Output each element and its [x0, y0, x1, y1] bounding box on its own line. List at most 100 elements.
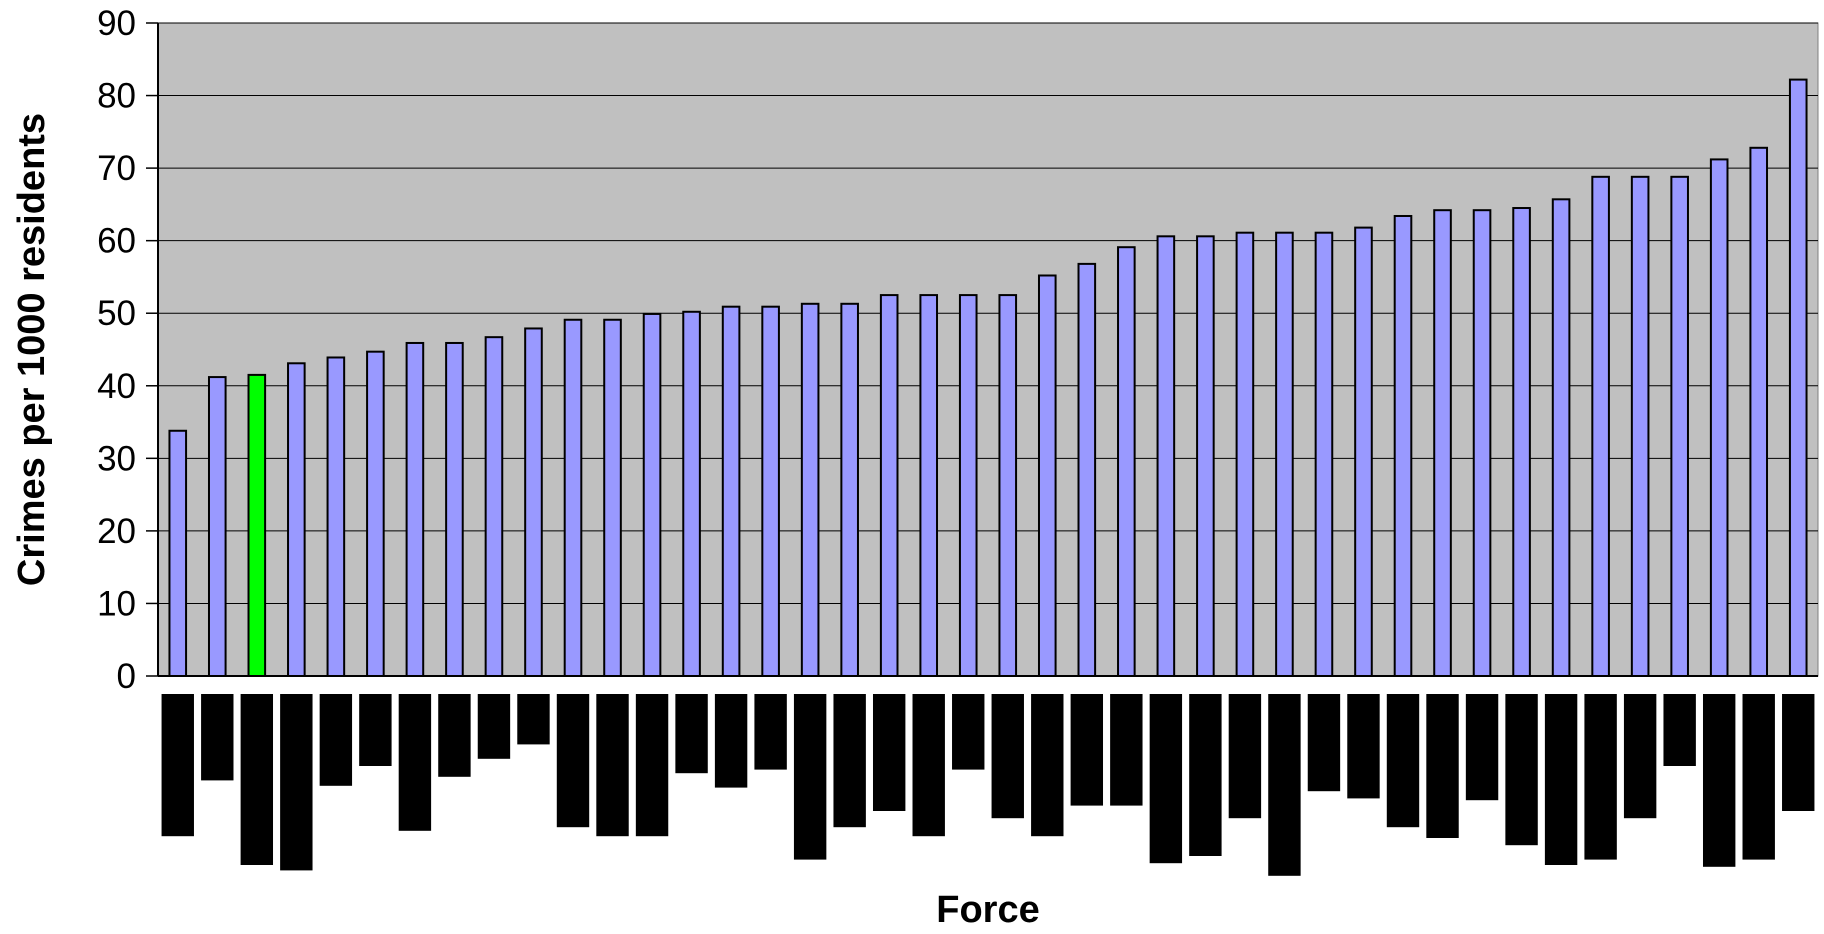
- bar: [1354, 226, 1373, 678]
- plot-area: [157, 22, 1819, 677]
- bar: [761, 305, 780, 677]
- x-category-label-redacted: [912, 694, 945, 837]
- y-axis-ticks: 0 10 20 30 40 50 60 70 80 90: [97, 4, 158, 696]
- y-tick-label: 0: [117, 657, 136, 696]
- y-tick-label: 30: [97, 439, 136, 478]
- gridlines: [158, 22, 1818, 604]
- x-category-label-redacted: [1228, 694, 1262, 819]
- bar: [168, 429, 188, 677]
- x-category-label-redacted: [359, 694, 392, 766]
- x-category-label-redacted: [1426, 694, 1459, 838]
- x-category-label-redacted: [714, 694, 748, 788]
- x-category-label-redacted: [1307, 694, 1341, 792]
- bar: [1670, 175, 1689, 677]
- x-category-label-redacted: [240, 694, 274, 865]
- y-tick-label: 80: [97, 77, 136, 116]
- bar: [1077, 262, 1097, 677]
- y-axis-title: Crimes per 1000 residents: [11, 113, 53, 586]
- bar: [1117, 246, 1136, 678]
- x-category-label-redacted: [1149, 694, 1183, 864]
- bar: [484, 336, 504, 677]
- bar: [1156, 235, 1176, 678]
- x-category-label-redacted: [1268, 694, 1301, 876]
- bar: [1393, 214, 1413, 677]
- bar: [1749, 146, 1769, 678]
- x-category-label-redacted: [161, 694, 194, 837]
- x-category-label-redacted: [1189, 694, 1222, 856]
- bar: [1472, 209, 1492, 677]
- bar: [1314, 231, 1334, 678]
- bar: [682, 310, 701, 677]
- x-category-labels: [161, 694, 1815, 876]
- x-category-label-redacted: [1031, 694, 1064, 837]
- bar: [800, 302, 820, 677]
- x-category-label-redacted: [201, 694, 234, 781]
- bar: [287, 362, 306, 677]
- bar: [326, 356, 346, 677]
- y-tick-label: 40: [97, 367, 136, 406]
- bar: [603, 318, 622, 677]
- bar: [840, 302, 859, 677]
- bar: [642, 312, 662, 677]
- y-tick-label: 90: [97, 4, 136, 43]
- bar: [366, 350, 385, 677]
- x-category-label-redacted: [872, 694, 906, 811]
- bar: [958, 294, 978, 677]
- x-category-label-redacted: [1070, 694, 1104, 806]
- x-category-label-redacted: [1623, 694, 1657, 819]
- x-category-label-redacted: [1584, 694, 1617, 860]
- x-category-label-redacted: [1663, 694, 1696, 766]
- y-tick-label: 10: [97, 584, 136, 623]
- bar: [1591, 175, 1610, 677]
- x-category-label-redacted: [517, 694, 550, 745]
- bar: [998, 294, 1018, 677]
- bar: [1433, 209, 1452, 677]
- y-tick-label: 70: [97, 149, 136, 188]
- bar: [405, 341, 425, 677]
- y-tick-label: 60: [97, 222, 136, 261]
- x-category-label-redacted: [1386, 694, 1420, 828]
- x-category-label-redacted: [635, 694, 669, 837]
- x-category-label-redacted: [1505, 694, 1538, 846]
- bar: [1551, 198, 1571, 677]
- y-tick-label: 50: [97, 294, 136, 333]
- x-category-label-redacted: [596, 694, 629, 837]
- x-category-label-redacted: [1347, 694, 1380, 799]
- bar: [1512, 207, 1531, 677]
- x-category-label-redacted: [952, 694, 985, 770]
- bar: [721, 305, 741, 677]
- bar: [1788, 78, 1808, 678]
- x-category-label-redacted: [477, 694, 511, 759]
- bar: [563, 318, 583, 677]
- x-category-label-redacted: [675, 694, 708, 774]
- bar: [1630, 175, 1650, 677]
- y-tick-label: 20: [97, 512, 136, 551]
- x-category-label-redacted: [754, 694, 787, 770]
- bar: [1196, 235, 1215, 678]
- x-category-label-redacted: [1742, 694, 1775, 860]
- x-category-label-redacted: [991, 694, 1024, 819]
- x-axis-title: Force: [936, 889, 1039, 929]
- x-category-label-redacted: [1465, 694, 1499, 801]
- x-category-label-redacted: [1782, 694, 1815, 811]
- bar: [919, 294, 939, 677]
- x-category-label-redacted: [1544, 694, 1578, 865]
- x-category-label-redacted: [438, 694, 471, 777]
- x-category-label-redacted: [319, 694, 353, 786]
- bar: [524, 327, 543, 677]
- x-category-label-redacted: [833, 694, 866, 828]
- bar: [445, 341, 464, 677]
- bar: [207, 376, 227, 677]
- bar: [1235, 231, 1255, 678]
- bar-highlighted: [247, 373, 267, 677]
- x-category-label-redacted: [398, 694, 432, 831]
- x-category-label-redacted: [793, 694, 827, 860]
- bar: [1709, 158, 1729, 678]
- x-category-label-redacted: [1110, 694, 1143, 806]
- bars: [168, 78, 1808, 678]
- bar: [1037, 274, 1057, 677]
- x-category-label-redacted: [280, 694, 313, 871]
- x-category-label-redacted: [556, 694, 590, 828]
